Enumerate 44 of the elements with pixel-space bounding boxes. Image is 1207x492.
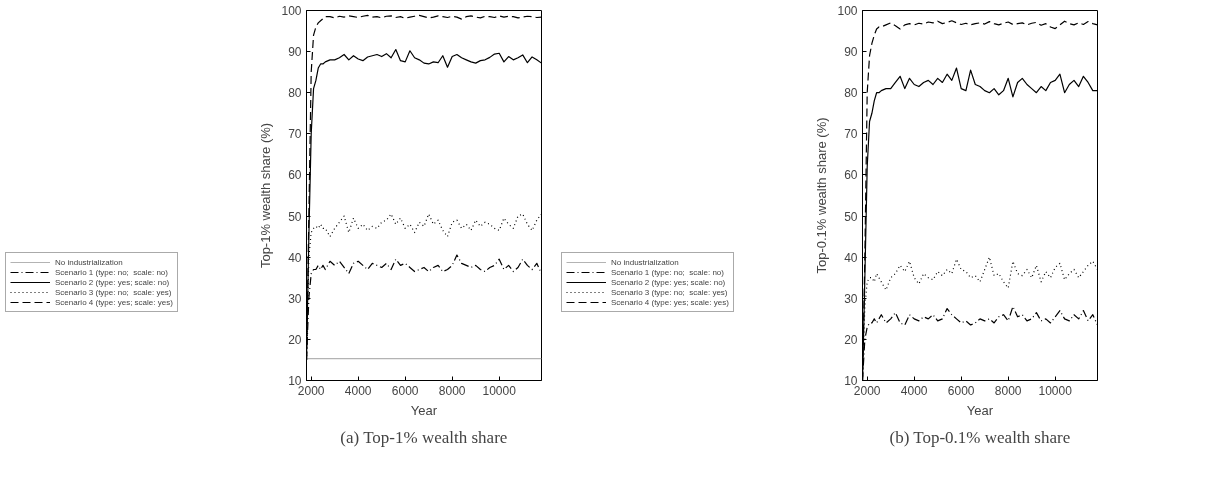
y-tick-label: 20	[844, 332, 858, 347]
y-tick-label: 100	[837, 4, 858, 18]
y-tick-label: 100	[281, 4, 302, 18]
x-tick-label: 10000	[482, 383, 517, 398]
y-tick-label: 50	[288, 209, 302, 224]
x-tick-label: 4000	[900, 383, 928, 398]
y-tick-label: 80	[844, 86, 858, 101]
y-tick-label: 90	[844, 45, 858, 60]
x-tick-label: 6000	[391, 383, 419, 398]
x-axis-title: Year	[966, 402, 994, 418]
y-tick-label: 30	[288, 291, 302, 306]
legend-label: No industrialization	[611, 257, 679, 267]
y-tick-label: 60	[844, 168, 858, 183]
y-tick-label: 30	[844, 291, 858, 306]
legend-label: No industrialization	[55, 257, 123, 267]
x-tick-label: 10000	[1038, 383, 1073, 398]
legend-label: Scenario 3 (type: no; scale: yes)	[611, 287, 728, 297]
y-tick-label: 60	[288, 168, 302, 183]
text: (b) Top-0.1% wealth share	[889, 427, 1071, 447]
y-tick-label: 10	[288, 374, 302, 388]
legend-label: Scenario 2 (type: yes; scale: no)	[55, 277, 170, 287]
y-tick-label: 50	[844, 209, 858, 224]
y-tick-label: 20	[288, 332, 302, 347]
x-tick-label: 6000	[947, 383, 975, 398]
y-tick-label: 10	[844, 374, 858, 388]
x-tick-label: 8000	[438, 383, 466, 398]
legend-label: Scenario 2 (type: yes; scale: no)	[611, 277, 726, 287]
legend-label: Scenario 4 (type: yes; scale: yes)	[55, 297, 173, 307]
y-tick-label: 70	[288, 127, 302, 142]
text: (a) Top-1% wealth share	[340, 427, 508, 447]
y-tick-label: 70	[844, 127, 858, 142]
legend-label: Scenario 1 (type: no; scale: no)	[55, 267, 168, 277]
y-axis-title: Top-0.1% wealth share (%)	[814, 117, 830, 274]
x-tick-label: 8000	[994, 383, 1022, 398]
legend-label: Scenario 4 (type: yes; scale: yes)	[611, 297, 729, 307]
y-tick-label: 90	[288, 45, 302, 60]
x-axis-title: Year	[410, 402, 438, 418]
legend-label: Scenario 1 (type: no; scale: no)	[611, 267, 724, 277]
y-axis-title: Top-1% wealth share (%)	[258, 122, 274, 269]
y-tick-label: 40	[288, 250, 302, 265]
x-tick-label: 4000	[344, 383, 372, 398]
y-tick-label: 80	[288, 86, 302, 101]
legend-label: Scenario 3 (type: no; scale: yes)	[55, 287, 172, 297]
y-tick-label: 40	[844, 250, 858, 265]
